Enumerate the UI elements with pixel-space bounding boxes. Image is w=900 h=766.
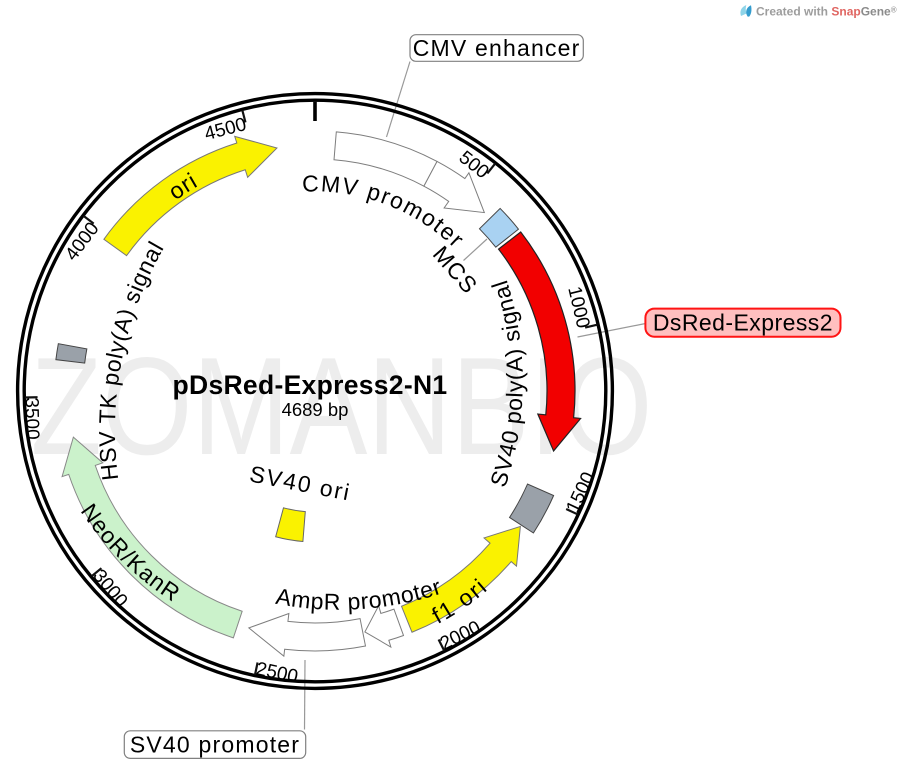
svg-text:pDsRed-Express2-N1: pDsRed-Express2-N1 [173, 370, 448, 400]
svg-text:4689 bp: 4689 bp [282, 399, 349, 420]
svg-text:3500: 3500 [21, 397, 43, 440]
svg-text:Created with SnapGene®: Created with SnapGene® [756, 5, 897, 19]
svg-text:SV40 promoter: SV40 promoter [130, 732, 300, 758]
svg-text:CMV enhancer: CMV enhancer [413, 35, 581, 61]
svg-text:DsRed-Express2: DsRed-Express2 [653, 310, 833, 336]
